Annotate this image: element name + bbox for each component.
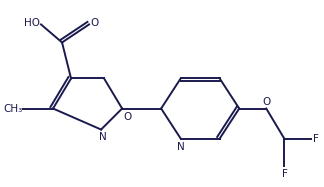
Text: O: O [123, 111, 132, 122]
Text: N: N [99, 132, 107, 142]
Text: F: F [313, 134, 319, 144]
Text: O: O [91, 18, 99, 28]
Text: CH₃: CH₃ [4, 104, 23, 114]
Text: N: N [177, 142, 185, 151]
Text: F: F [282, 168, 288, 179]
Text: O: O [263, 97, 271, 107]
Text: HO: HO [24, 18, 40, 28]
